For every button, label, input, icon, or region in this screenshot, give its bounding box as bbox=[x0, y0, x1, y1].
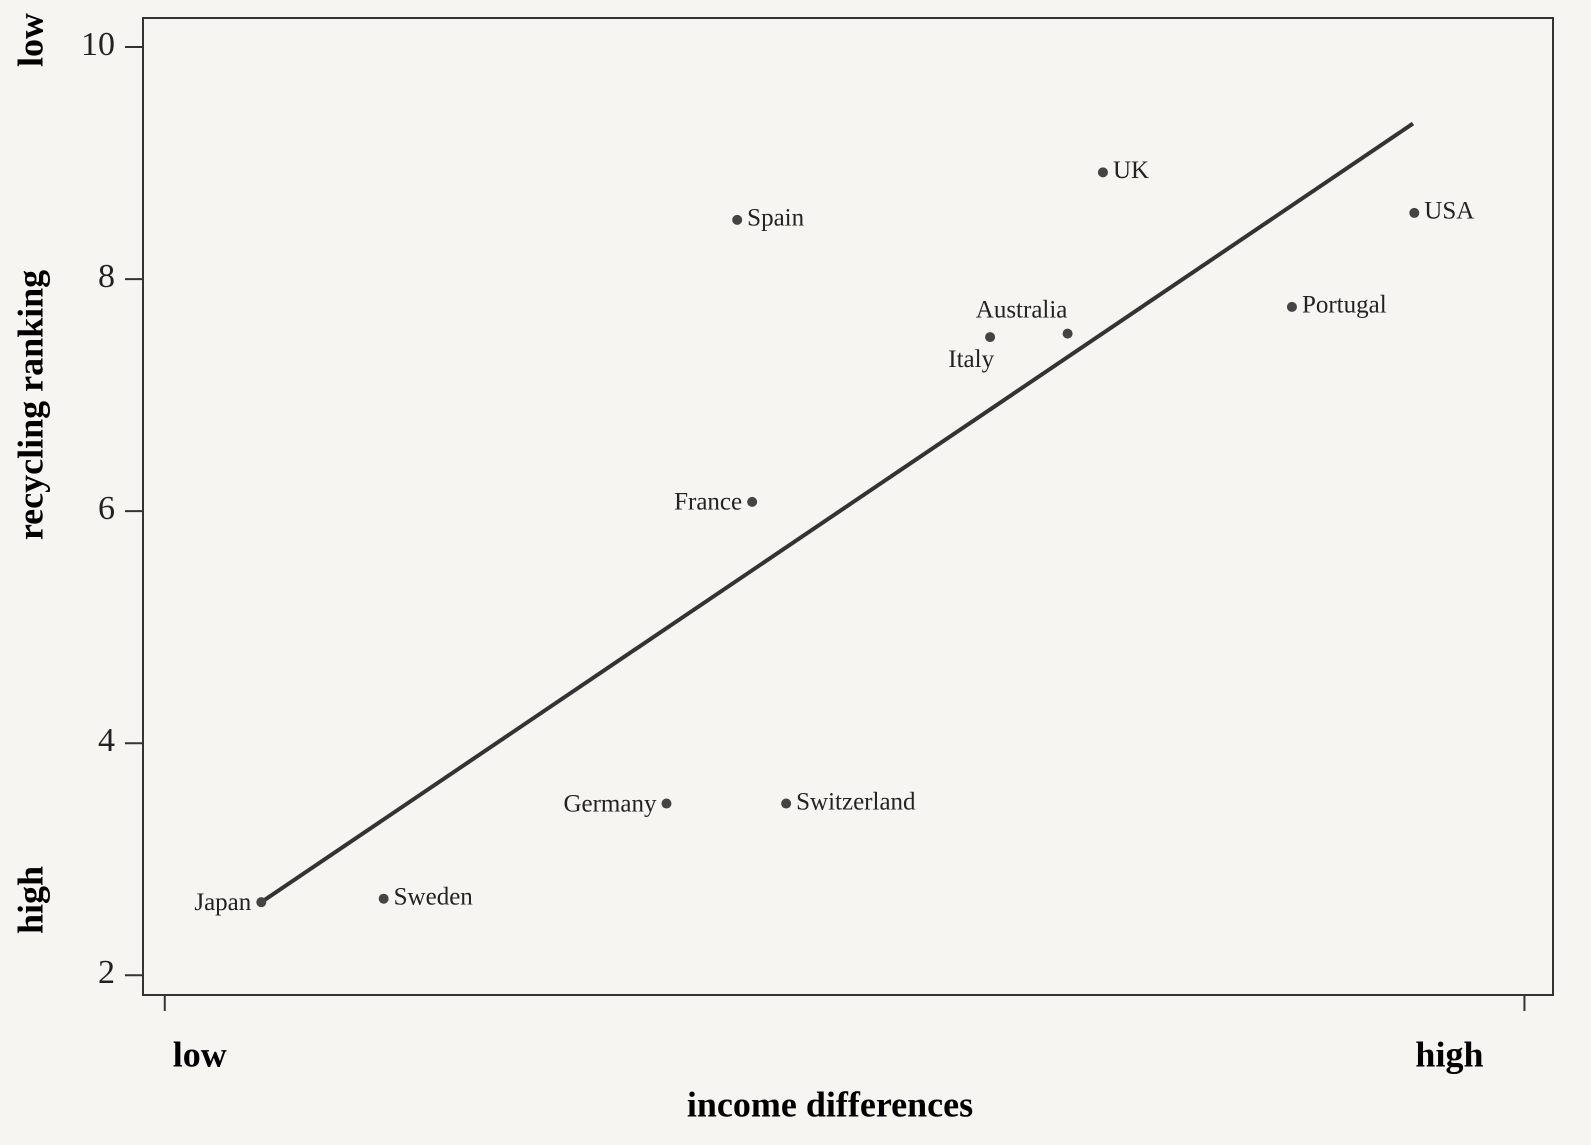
point-label: France bbox=[674, 489, 742, 516]
point-label: Australia bbox=[976, 296, 1068, 323]
point bbox=[378, 893, 389, 904]
plot-frame bbox=[142, 17, 1554, 996]
point bbox=[781, 798, 792, 809]
point-label: Portugal bbox=[1302, 292, 1387, 319]
point-label: Spain bbox=[747, 205, 804, 232]
point-label: Sweden bbox=[394, 883, 474, 910]
point-label: Japan bbox=[194, 889, 251, 916]
x-axis-label: income differences bbox=[687, 1084, 973, 1124]
y-tick-label: 4 bbox=[98, 722, 115, 759]
point-label: UK bbox=[1113, 157, 1149, 184]
point bbox=[1409, 207, 1420, 218]
point bbox=[256, 897, 267, 908]
point bbox=[732, 214, 743, 225]
point bbox=[661, 798, 672, 809]
point bbox=[1286, 301, 1297, 312]
y-low-label: low bbox=[10, 13, 50, 67]
point-label: Switzerland bbox=[796, 788, 916, 815]
y-axis-label: recycling ranking bbox=[10, 270, 50, 540]
y-tick-label: 6 bbox=[98, 490, 115, 527]
point bbox=[985, 332, 996, 343]
x-tick-label: low bbox=[173, 1034, 227, 1074]
point-label: Germany bbox=[563, 790, 657, 817]
point-label: Italy bbox=[948, 346, 994, 373]
trend-line bbox=[260, 121, 1415, 904]
y-tick-label: 10 bbox=[81, 26, 115, 63]
x-tick-label: high bbox=[1415, 1034, 1483, 1074]
point bbox=[747, 496, 758, 507]
point bbox=[1062, 328, 1073, 339]
y-tick-label: 2 bbox=[98, 954, 115, 991]
y-high-label: high bbox=[10, 866, 50, 934]
y-tick-label: 8 bbox=[98, 258, 115, 295]
point-label: USA bbox=[1424, 198, 1474, 225]
point bbox=[1097, 167, 1108, 178]
